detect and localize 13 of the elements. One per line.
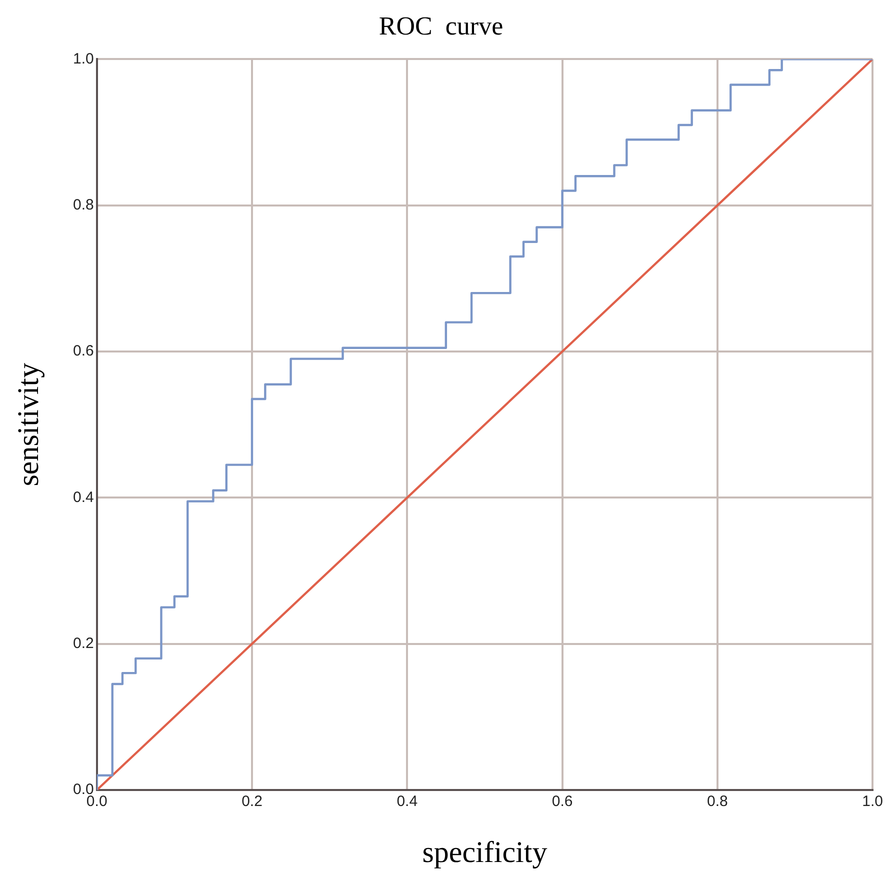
x-tick-label: 0.2: [242, 793, 262, 810]
x-tick-label: 1.0: [862, 793, 884, 810]
x-tick-label: 0.4: [396, 793, 418, 810]
x-axis-title: specificity: [422, 836, 548, 869]
y-tick-label: 0.6: [72, 342, 94, 360]
y-tick-label: 1.0: [72, 50, 94, 68]
y-axis-title: sensitivity: [12, 362, 45, 486]
x-tick-label: 0.8: [707, 793, 728, 810]
x-tick-label: 0.6: [552, 793, 573, 810]
y-tick-label: 0.8: [72, 196, 94, 214]
y-tick-label: 0.4: [72, 488, 94, 506]
y-tick-label: 0.2: [72, 634, 94, 652]
chart-title: ROC curve: [378, 11, 504, 40]
